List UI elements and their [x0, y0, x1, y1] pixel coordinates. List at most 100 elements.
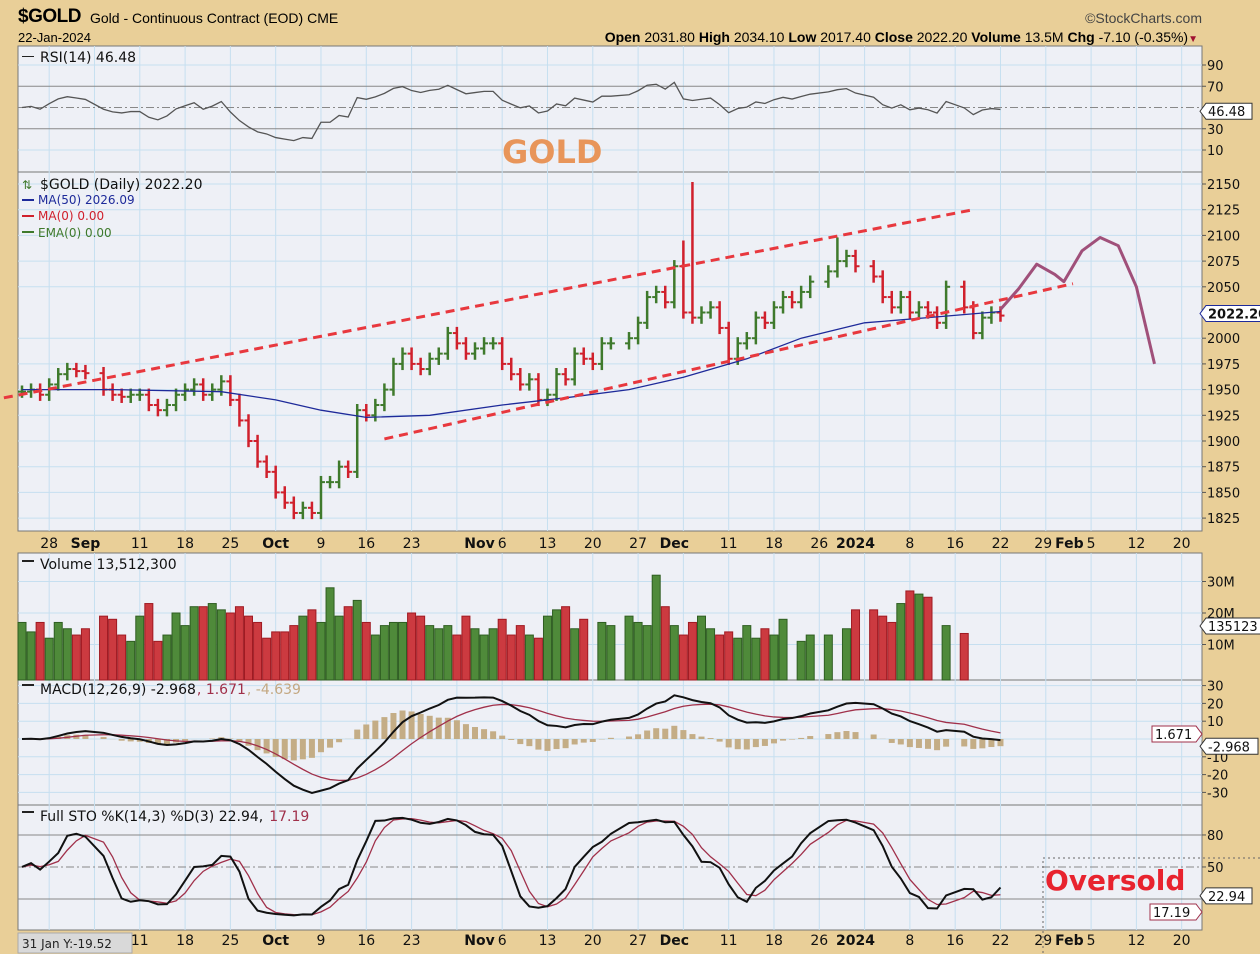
- macd-histogram-bar: [915, 739, 922, 748]
- volume-bar: [171, 612, 181, 681]
- macd-histogram-bar: [925, 739, 931, 749]
- price-bar: [253, 434, 262, 468]
- chart-header: $GOLD Gold - Continuous Contract (EOD) C…: [0, 0, 1260, 46]
- volume-bar: [434, 628, 444, 681]
- ema0-legend: EMA(0) 0.00: [38, 226, 112, 240]
- price-bar: [434, 347, 443, 365]
- macd-histogram-bar: [997, 739, 1004, 747]
- macd-histogram-bar: [680, 730, 687, 739]
- macd-signal-legend: , 1.671: [197, 682, 246, 698]
- volume-bar: [823, 634, 833, 681]
- x-axis-label: 16: [946, 536, 964, 552]
- macd-histogram-bar: [308, 739, 315, 758]
- macd-histogram-bar: [327, 739, 334, 748]
- x-axis-label: 9: [317, 536, 326, 552]
- price-bar: [489, 337, 498, 350]
- volume-bar: [244, 615, 253, 681]
- macd-histogram-bar: [472, 727, 478, 739]
- volume-bar: [62, 628, 72, 681]
- price-bar: [335, 460, 344, 489]
- brand-link[interactable]: ©StockCharts.com: [1085, 10, 1202, 26]
- x-axis-label: 11: [720, 933, 738, 949]
- sto-d-tag-box: [1149, 903, 1203, 921]
- price-bar: [362, 403, 371, 422]
- chg-label: Chg: [1067, 29, 1095, 45]
- macd-histogram-bar: [435, 717, 442, 739]
- price-bar: [634, 316, 643, 345]
- volume-last-tag-text: 135123: [1208, 620, 1258, 635]
- price-bar: [570, 347, 579, 386]
- price-bar: [153, 398, 162, 417]
- macd-histogram-bar: [725, 739, 732, 748]
- price-bar: [344, 460, 353, 479]
- macd-histogram-bar: [834, 732, 841, 739]
- volume-bar: [216, 609, 226, 681]
- macd-histogram-bar: [272, 739, 279, 757]
- volume-bar: [407, 612, 417, 681]
- macd-histogram-bar: [336, 739, 343, 743]
- x-axis-label: Dec: [660, 933, 689, 949]
- volume-bar: [162, 634, 172, 681]
- price-bar: [480, 337, 489, 355]
- volume-last-tag: 135123: [1199, 617, 1260, 635]
- macd-histogram-bar: [363, 724, 370, 739]
- description-text: Gold - Continuous Contract (EOD): [90, 10, 304, 26]
- macd-panel: [17, 679, 1203, 806]
- volume-bar: [26, 631, 36, 681]
- x-axis-label: 6: [498, 536, 507, 552]
- volume-bar: [841, 628, 851, 681]
- volume-bar: [470, 628, 480, 681]
- price-bar: [652, 285, 661, 304]
- macd-tick-label: -30: [1207, 786, 1228, 801]
- price-legend: $GOLD (Daily) 2022.20: [40, 177, 203, 193]
- volume-bar: [17, 621, 27, 681]
- oversold-box: [1042, 857, 1260, 954]
- price-bar: [715, 301, 724, 335]
- volume-bar: [352, 599, 362, 681]
- macd-histogram-bar: [317, 739, 324, 753]
- price-bar: [443, 326, 452, 360]
- volume-bar: [959, 632, 969, 681]
- price-bar: [933, 306, 942, 329]
- macd-histogram-bar: [417, 714, 424, 739]
- macd-histogram-bar: [372, 720, 379, 739]
- macd-histogram-bar: [453, 720, 460, 739]
- macd-histogram-bar: [544, 739, 551, 751]
- price-bar: [507, 357, 516, 381]
- price-bar: [724, 321, 733, 365]
- x-axis-label: 6: [498, 933, 507, 949]
- price-bar: [271, 465, 280, 499]
- chart-date: 22-Jan-2024: [18, 30, 91, 45]
- price-bar: [960, 280, 969, 314]
- price-bar: [144, 388, 153, 412]
- volume-bar: [579, 618, 589, 681]
- x-axis-label: Dec: [660, 536, 689, 552]
- x-axis-label: 23: [403, 933, 421, 949]
- volume-bar: [742, 625, 752, 681]
- low-value: 2017.40: [820, 29, 871, 45]
- macd-tick-label: -20: [1207, 769, 1228, 784]
- price-bar: [905, 290, 914, 319]
- sto-k-tag-box: [1199, 887, 1253, 905]
- volume-bar: [733, 637, 743, 681]
- x-axis-label: 26: [810, 933, 828, 949]
- macd-histogram-bar: [154, 739, 161, 745]
- macd-line: [21, 694, 1001, 794]
- volume-bar: [180, 625, 190, 681]
- macd-histogram-bar: [734, 739, 741, 750]
- price-bar: [697, 306, 706, 324]
- quote-summary: Open 2031.80 High 2034.10 Low 2017.40 Cl…: [605, 29, 1198, 45]
- volume-bar: [624, 615, 634, 681]
- x-axis-label: 12: [1127, 536, 1145, 552]
- x-axis-label: 22: [992, 536, 1010, 552]
- macd-histogram-bar: [517, 739, 524, 745]
- volume-bar: [99, 615, 109, 681]
- x-axis-label: 11: [131, 536, 149, 552]
- volume-bar: [425, 625, 435, 681]
- macd-histogram-bar: [888, 739, 895, 743]
- x-axis-label: 26: [810, 536, 828, 552]
- macd-histogram-bar: [209, 738, 216, 739]
- price-tick-label: 2100: [1207, 229, 1240, 244]
- x-axis-label: Nov: [464, 536, 494, 552]
